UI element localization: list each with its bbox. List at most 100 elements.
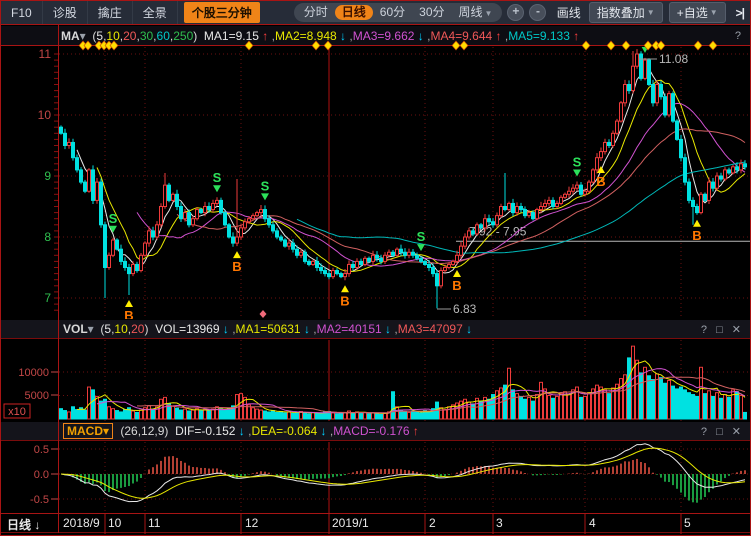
candle [507,202,511,211]
index-overlay-button[interactable]: 指数叠加 ▼ [588,2,663,23]
date-label: 12 [245,516,259,530]
candle [179,206,183,220]
value-separator: , [346,28,353,43]
volume-bar [531,400,535,420]
tab-stock-3min[interactable]: 个股三分钟 [183,2,260,23]
candle [195,209,199,220]
candle [291,242,295,250]
tab-banker[interactable]: 擒庄 [88,1,133,24]
arrow-up-icon: ↑ [569,28,580,43]
param-comma: , [136,28,140,43]
volume-bar [447,406,451,420]
candle [383,254,387,262]
chevron-down-icon: ▼ [646,8,655,17]
params-text: (26,12,9) [117,424,176,438]
candle [111,239,115,256]
param-comma: , [103,28,107,43]
ma-values[interactable]: MA▾ (5,10,20,30,60,250) MA1=9.15 ↑ ,MA2=… [61,29,579,43]
volume-bar [643,366,647,420]
period-footer-selector[interactable]: 日线 ↓ [7,518,41,532]
indicator-label[interactable]: MACD▾ [63,423,114,439]
help-icon[interactable]: ? [734,29,744,42]
period-tab-30min[interactable]: 30分 [419,5,445,19]
volume-bar [123,409,127,420]
candle [679,138,683,159]
volume-bar [187,410,191,420]
tab-f10[interactable]: F10 [1,1,43,24]
volume-bar [175,407,179,420]
candle [735,166,739,171]
candle [671,93,675,122]
candle [463,236,467,247]
param-comma: , [153,28,157,43]
candle [579,184,583,195]
volume-bar [495,390,499,420]
period-tab-60min[interactable]: 60分 [379,5,406,19]
volume-bar [463,398,467,420]
candle [607,141,611,146]
volume-bar [255,408,259,420]
add-watchlist-button[interactable]: +自选 ▼ [668,2,726,23]
candle [143,242,147,256]
pane-icons-macd[interactable]: ? □ ✕ [700,425,744,438]
candle [527,212,531,217]
period-tab-daily[interactable]: 日线 [334,5,373,20]
candle [95,181,99,201]
period-tab-weekly[interactable]: 周线 ▼ [458,5,493,19]
volume-bar [111,408,115,420]
candle [147,230,151,244]
sell-signal-label: S [261,178,270,193]
macd-values[interactable]: MACD▾ (26,12,9) DIF=-0.152 ↓ ,DEA=-0.064… [63,423,419,439]
volume-bar [319,412,323,420]
volume-bar [231,405,235,420]
volume-bar [335,413,339,420]
zoom-in-button[interactable]: + [507,4,525,21]
ma-line-30 [176,128,746,264]
candle [531,212,535,220]
macd-chart[interactable]: 0.5 0.0 -0.5 [1,442,751,513]
candle [459,245,463,256]
candle [255,212,259,217]
volume-bar [567,394,571,420]
macd-indicator-header: MACD▾ (26,12,9) DIF=-0.152 ↓ ,DEA=-0.064… [1,422,750,441]
volume-bar [523,398,527,420]
signal-diamond-icon [83,40,93,51]
price-axis-label: 9 [44,169,51,183]
tab-diagnose[interactable]: 诊股 [43,1,88,24]
candle [379,257,383,262]
candle [555,202,559,207]
volume-bar [411,410,415,420]
volume-bar [419,412,423,420]
volume-bar [367,413,371,420]
zoom-out-button[interactable]: - [529,4,547,21]
period-tab-minute[interactable]: 分时 [303,5,328,19]
volume-bar [163,396,167,420]
volume-values[interactable]: VOL▾ (5,10,20) VOL=13969 ↓ ,MA1=50631 ↓ … [63,322,472,336]
signal-diamond-icon [109,40,119,51]
candle [707,181,711,201]
volume-bar [599,386,603,420]
pane-icons-volume[interactable]: ? □ ✕ [700,323,744,336]
volume-bar [603,389,607,420]
tab-panorama[interactable]: 全景 [133,1,178,24]
buy-signal-label: B [340,293,349,308]
candle [407,251,411,256]
candle [547,199,551,204]
volume-bar [715,392,719,420]
volume-bar [723,394,727,420]
candle [655,84,659,104]
collapse-panel-icon[interactable]: >| [735,5,745,20]
volume-bar [107,406,111,420]
volume-bar [199,410,203,420]
param-value: 30 [139,28,154,43]
volume-unit-label: x10 [8,406,26,418]
draw-line-button[interactable]: 画线 [556,6,581,20]
candle [127,267,131,275]
volume-chart[interactable]: 10000 5000 x10 [1,340,751,421]
volume-bar [479,400,483,420]
param-value: 10 [114,322,128,336]
volume-bar [719,397,723,420]
candle [603,141,607,153]
params-paren: ) [144,322,156,336]
